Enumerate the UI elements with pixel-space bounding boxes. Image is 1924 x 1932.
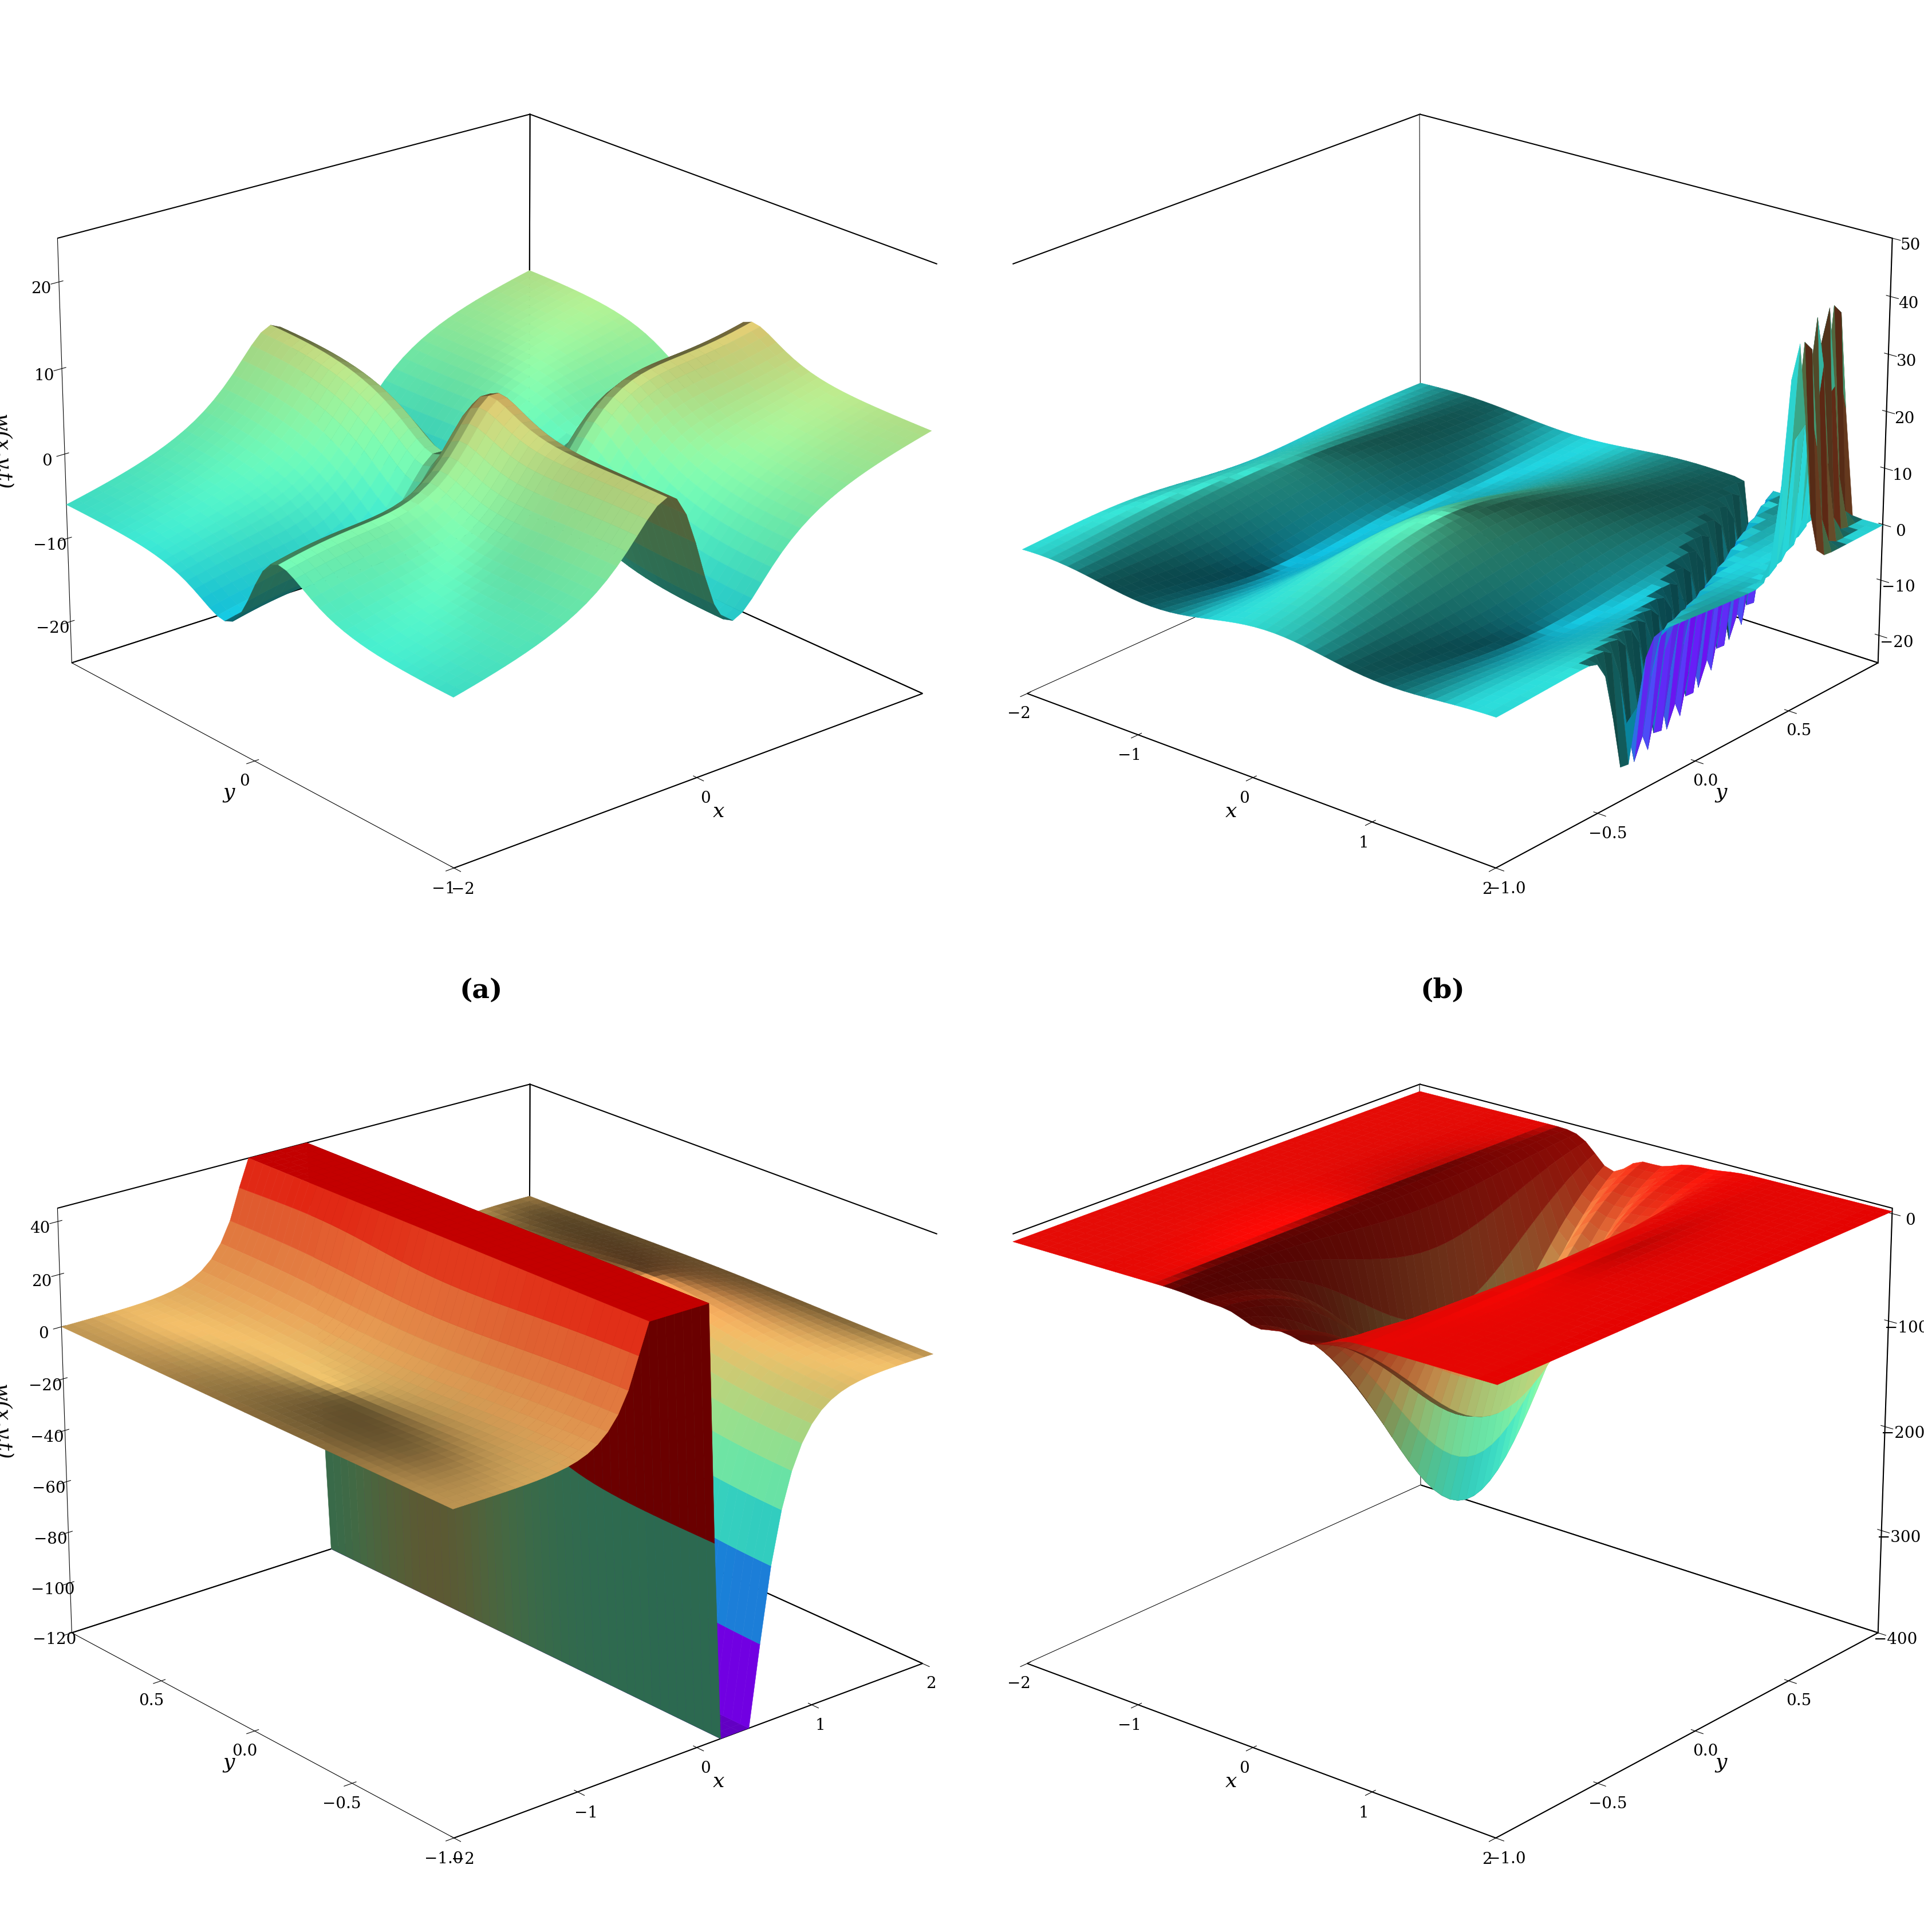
Y-axis label: y: y (223, 782, 235, 802)
X-axis label: x: x (714, 1772, 725, 1791)
X-axis label: x: x (1226, 1772, 1237, 1791)
X-axis label: x: x (1226, 802, 1237, 821)
Y-axis label: y: y (1714, 782, 1728, 802)
Y-axis label: y: y (1714, 1752, 1728, 1772)
X-axis label: x: x (714, 802, 725, 821)
Text: (b): (b) (1420, 978, 1464, 1005)
Y-axis label: y: y (223, 1752, 235, 1772)
Text: (a): (a) (460, 978, 502, 1005)
